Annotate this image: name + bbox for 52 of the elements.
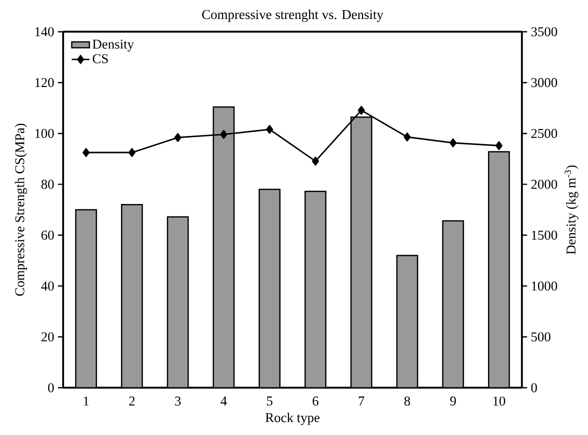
y-tick-label: 100 xyxy=(35,129,54,138)
y-tick-label: 40 xyxy=(41,282,54,291)
x-tick-label: 3 xyxy=(175,396,181,406)
bar xyxy=(212,106,235,388)
y2-tick-label: 2000 xyxy=(531,180,558,190)
x-tick-label: 8 xyxy=(404,396,410,406)
y2-tick-label: 0 xyxy=(531,383,537,392)
bar xyxy=(488,151,510,388)
point xyxy=(404,132,411,142)
y-tick-label: 0 xyxy=(48,383,54,392)
y2-tick-label: 1500 xyxy=(532,230,558,240)
chart-title: Compressive strenght vs. Density xyxy=(202,10,384,22)
y2-tick-label: 3500 xyxy=(531,27,558,36)
bar xyxy=(350,116,372,388)
y-tick-label: 120 xyxy=(35,78,54,88)
bar xyxy=(304,190,326,388)
point xyxy=(128,148,136,158)
y2-tick-label: 500 xyxy=(532,332,550,342)
point xyxy=(220,130,228,140)
point xyxy=(82,148,90,158)
point xyxy=(266,125,274,134)
x-tick-label: 7 xyxy=(358,396,364,406)
bar xyxy=(442,220,464,388)
x-tick-label: 9 xyxy=(450,396,456,406)
x-tick-label: 1 xyxy=(84,396,89,406)
bar xyxy=(396,255,418,388)
legend-label: Density xyxy=(92,40,134,52)
bar xyxy=(75,209,98,388)
y2-tick-label: 2500 xyxy=(531,129,558,138)
point xyxy=(312,156,319,166)
x-tick-label: 6 xyxy=(312,396,318,406)
y-tick-label: 20 xyxy=(41,332,54,342)
y-tick-label: 140 xyxy=(35,27,54,36)
bar xyxy=(121,204,143,388)
y2-axis-title: Density (kg m$^{-3}$) xyxy=(564,166,578,254)
y-tick-label: 60 xyxy=(41,230,54,240)
y-axis-title: Compressive Strength CS(MPa) xyxy=(14,124,28,296)
x-axis-title: Rock type xyxy=(265,412,320,426)
y2-tick-label: 3000 xyxy=(531,78,558,88)
point xyxy=(358,106,365,115)
legend-label: CS xyxy=(92,54,108,64)
y-tick-label: 80 xyxy=(41,180,54,190)
x-tick-label: 2 xyxy=(129,396,135,406)
y2-tick-label: 1000 xyxy=(532,282,558,291)
point xyxy=(174,133,182,142)
bar xyxy=(258,188,281,388)
x-tick-label: 4 xyxy=(220,396,227,406)
x-tick-label: 10 xyxy=(493,396,506,406)
bar xyxy=(166,216,189,388)
point xyxy=(450,138,457,148)
point xyxy=(495,141,502,150)
x-tick-label: 5 xyxy=(267,396,272,406)
